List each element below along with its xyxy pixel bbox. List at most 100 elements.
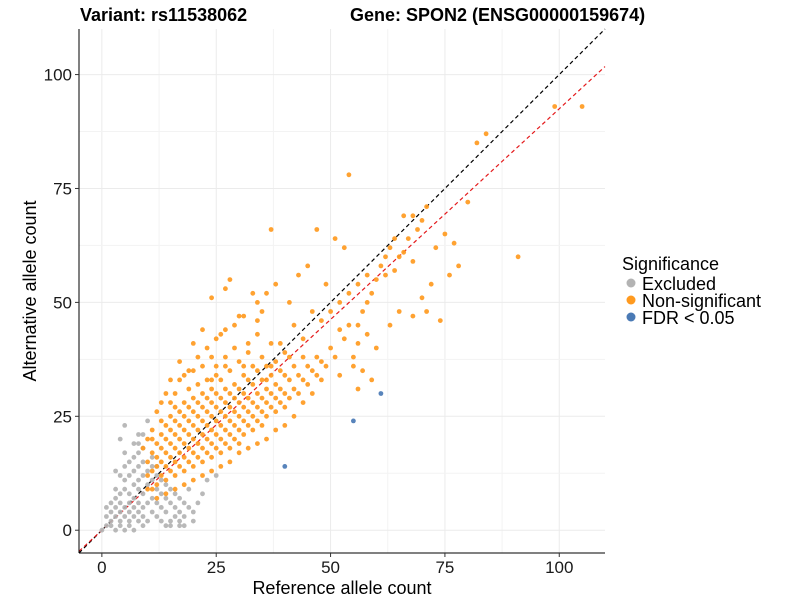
point-excluded [163, 482, 169, 488]
point-non-significant [218, 464, 224, 469]
point-non-significant [250, 363, 256, 369]
point-non-significant [190, 464, 196, 469]
point-non-significant [209, 441, 215, 446]
point-non-significant [383, 272, 388, 278]
point-non-significant [255, 441, 260, 446]
point-non-significant [300, 377, 306, 383]
point-excluded [158, 505, 164, 510]
point-excluded [122, 450, 128, 456]
x-tick-label: 100 [545, 558, 573, 577]
point-excluded [145, 500, 151, 506]
point-non-significant [172, 473, 178, 478]
point-excluded [168, 523, 173, 529]
point-non-significant [264, 377, 269, 383]
point-non-significant [346, 322, 352, 328]
point-non-significant [209, 400, 215, 405]
point-non-significant [200, 459, 205, 465]
point-excluded [213, 473, 219, 478]
point-non-significant [200, 418, 205, 424]
point-non-significant [200, 391, 205, 396]
point-excluded [200, 491, 205, 497]
y-tick-label: 100 [44, 66, 72, 85]
point-non-significant [319, 318, 324, 323]
point-non-significant [186, 459, 192, 465]
legend-title: Significance [622, 254, 719, 274]
point-non-significant [245, 350, 251, 355]
point-excluded [140, 491, 146, 497]
legend-label-non-significant: Non-significant [642, 291, 761, 311]
point-non-significant [181, 413, 187, 419]
point-non-significant [264, 386, 269, 392]
point-excluded [108, 500, 114, 506]
point-non-significant [195, 382, 201, 387]
point-non-significant [236, 413, 242, 419]
point-non-significant [268, 404, 274, 410]
point-non-significant [204, 409, 210, 415]
point-excluded [122, 477, 128, 483]
legend: Significance Excluded Non-significant FD… [622, 254, 761, 328]
point-non-significant [223, 386, 228, 392]
point-non-significant [255, 318, 260, 323]
point-non-significant [190, 423, 196, 428]
point-excluded [131, 454, 137, 460]
point-excluded [172, 491, 178, 497]
point-non-significant [190, 436, 196, 442]
point-non-significant [145, 436, 151, 442]
point-excluded [122, 514, 128, 519]
point-excluded [158, 477, 164, 483]
point-non-significant [300, 354, 306, 360]
point-non-significant [195, 413, 201, 419]
point-non-significant [232, 322, 237, 328]
point-non-significant [236, 313, 242, 319]
point-non-significant [250, 427, 256, 433]
point-non-significant [209, 468, 215, 474]
point-excluded [126, 500, 132, 506]
point-non-significant [447, 272, 452, 278]
point-non-significant [268, 341, 274, 346]
point-non-significant [158, 418, 164, 424]
point-non-significant [277, 341, 283, 346]
point-non-significant [158, 432, 164, 437]
point-non-significant [223, 354, 228, 360]
point-fdr-0-05 [378, 391, 384, 396]
point-excluded [158, 491, 164, 497]
point-non-significant [213, 432, 219, 437]
point-non-significant [190, 450, 196, 456]
x-tick-label: 50 [321, 558, 340, 577]
point-non-significant [387, 322, 393, 328]
point-non-significant [332, 236, 338, 242]
point-excluded [140, 505, 146, 510]
point-non-significant [168, 427, 173, 433]
data-points [99, 104, 585, 533]
point-non-significant [410, 213, 416, 219]
point-non-significant [323, 281, 329, 287]
point-excluded [131, 505, 137, 510]
point-non-significant [158, 445, 164, 451]
point-non-significant [241, 391, 247, 396]
point-non-significant [190, 477, 196, 483]
point-non-significant [177, 423, 183, 428]
point-non-significant [186, 445, 192, 451]
point-non-significant [273, 427, 279, 433]
point-excluded [136, 441, 141, 446]
point-non-significant [369, 290, 375, 296]
point-excluded [108, 509, 114, 515]
point-non-significant [181, 468, 187, 474]
point-non-significant [268, 372, 274, 378]
point-excluded [172, 505, 178, 510]
point-non-significant [396, 254, 402, 260]
point-non-significant [195, 441, 201, 446]
point-excluded [117, 491, 123, 497]
point-non-significant [213, 418, 219, 424]
point-non-significant [213, 372, 219, 378]
point-non-significant [195, 427, 201, 433]
point-non-significant [181, 482, 187, 488]
point-non-significant [273, 359, 279, 364]
point-non-significant [282, 372, 288, 378]
point-non-significant [200, 363, 205, 369]
point-excluded [113, 486, 118, 492]
point-non-significant [287, 395, 292, 401]
point-excluded [158, 518, 164, 524]
point-non-significant [172, 418, 178, 424]
point-non-significant [177, 359, 183, 364]
